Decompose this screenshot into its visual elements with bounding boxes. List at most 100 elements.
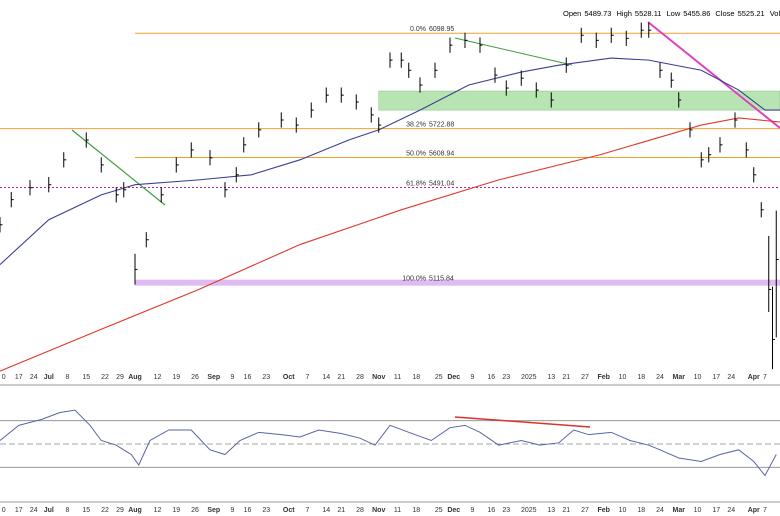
header-label: Low bbox=[666, 9, 680, 18]
x-tick-label: 8 bbox=[66, 507, 70, 514]
x-tick-label: Dec bbox=[447, 374, 460, 381]
header-label: Volum bbox=[770, 9, 780, 18]
x-tick-label: 10 bbox=[694, 374, 702, 381]
x-tick-label: Nov bbox=[372, 374, 385, 381]
x-tick-label: 13 bbox=[547, 374, 555, 381]
x-tick-label: 27 bbox=[581, 374, 589, 381]
x-tick-label: 24 bbox=[727, 507, 735, 514]
x-tick-label: 11 bbox=[394, 374, 401, 381]
rsi-line bbox=[0, 409, 777, 477]
fib-label: 50.0% bbox=[406, 150, 426, 157]
fib-value: 5722.88 bbox=[429, 121, 454, 128]
x-tick-label: 22 bbox=[101, 507, 109, 514]
x-tick-label: 16 bbox=[487, 374, 495, 381]
x-tick-label: 28 bbox=[356, 507, 364, 514]
x-tick-label: 24 bbox=[30, 374, 38, 381]
x-tick-label: 10 bbox=[619, 374, 627, 381]
trendline bbox=[454, 37, 573, 66]
x-tick-label: 23 bbox=[502, 507, 510, 514]
x-tick-label: 21 bbox=[562, 507, 570, 514]
x-tick-label: 17 bbox=[712, 507, 720, 514]
x-tick-label: 10 bbox=[619, 507, 627, 514]
trendline bbox=[647, 21, 780, 129]
x-tick-label: 9 bbox=[471, 507, 475, 514]
header-value: 5528.11 bbox=[635, 9, 662, 18]
x-tick-label: 14 bbox=[322, 507, 330, 514]
x-tick-label: Jul bbox=[44, 374, 54, 381]
x-tick-label: 12 bbox=[154, 374, 162, 381]
x-tick-label: 14 bbox=[322, 374, 330, 381]
x-tick-label: 25 bbox=[435, 507, 443, 514]
x-tick-label: 18 bbox=[637, 374, 645, 381]
x-tick-label: Oct bbox=[283, 374, 295, 381]
x-tick-label: 23 bbox=[262, 374, 270, 381]
x-tick-label: 23 bbox=[262, 507, 270, 514]
x-tick-label: Nov bbox=[372, 507, 385, 514]
x-tick-label: 15 bbox=[82, 507, 90, 514]
x-tick-label: 17 bbox=[712, 374, 720, 381]
fib-value: 6098.95 bbox=[429, 26, 454, 33]
x-tick-label: 7 bbox=[306, 374, 310, 381]
x-tick-label: Mar bbox=[673, 374, 686, 381]
fib-label: 100.0% bbox=[402, 275, 426, 282]
support-zone bbox=[378, 90, 780, 111]
x-tick-label: 0 bbox=[2, 374, 6, 381]
x-tick-label: 7 bbox=[763, 374, 767, 381]
header-label: Open bbox=[563, 9, 581, 18]
x-tick-label: 9 bbox=[231, 507, 235, 514]
x-tick-label: Jul bbox=[44, 507, 54, 514]
x-tick-label: 17 bbox=[15, 374, 23, 381]
x-tick-label: 29 bbox=[116, 374, 124, 381]
x-tick-label: 12 bbox=[154, 507, 162, 514]
x-tick-label: 8 bbox=[66, 374, 70, 381]
header-label: Close bbox=[715, 9, 734, 18]
header-value: 5455.86 bbox=[683, 9, 710, 18]
x-tick-label: 7 bbox=[306, 507, 310, 514]
fib-value: 5115.84 bbox=[429, 275, 454, 282]
x-tick-label: 21 bbox=[337, 374, 345, 381]
x-tick-label: 2025 bbox=[521, 374, 537, 381]
header-value: 5489.73 bbox=[584, 9, 611, 18]
x-tick-label: Sep bbox=[207, 374, 220, 381]
x-tick-label: 22 bbox=[101, 374, 109, 381]
x-tick-label: 16 bbox=[244, 374, 252, 381]
x-tick-label: Aug bbox=[128, 374, 142, 381]
x-tick-label: 23 bbox=[502, 374, 510, 381]
x-tick-label: 15 bbox=[82, 374, 90, 381]
fib-value: 5608.94 bbox=[429, 150, 454, 157]
x-tick-label: 25 bbox=[435, 374, 443, 381]
x-tick-label: 24 bbox=[727, 374, 735, 381]
x-tick-label: 18 bbox=[412, 507, 420, 514]
fib-label: 38.2% bbox=[406, 121, 426, 128]
x-tick-label: 28 bbox=[356, 374, 364, 381]
fib-label: 61.8% bbox=[406, 180, 426, 187]
moving-average bbox=[0, 117, 780, 372]
fib-band bbox=[135, 279, 780, 286]
moving-average bbox=[0, 57, 780, 266]
x-tick-label: 18 bbox=[637, 507, 645, 514]
x-tick-label: Dec bbox=[447, 507, 460, 514]
x-tick-label: 13 bbox=[547, 507, 555, 514]
x-tick-label: 26 bbox=[191, 374, 199, 381]
x-tick-label: 27 bbox=[581, 507, 589, 514]
x-tick-label: 18 bbox=[412, 374, 420, 381]
x-tick-label: 17 bbox=[15, 507, 23, 514]
x-tick-label: 11 bbox=[394, 507, 401, 514]
x-tick-label: 7 bbox=[763, 507, 767, 514]
trendline bbox=[71, 129, 166, 206]
x-tick-label: Aug bbox=[128, 507, 142, 514]
x-tick-label: Mar bbox=[673, 507, 686, 514]
x-tick-label: 21 bbox=[562, 374, 570, 381]
divergence-line bbox=[454, 416, 591, 428]
x-tick-label: 26 bbox=[191, 507, 199, 514]
x-tick-label: 24 bbox=[30, 507, 38, 514]
x-tick-label: 2025 bbox=[521, 507, 537, 514]
x-tick-label: 29 bbox=[116, 507, 124, 514]
x-tick-label: 0 bbox=[2, 507, 6, 514]
x-tick-label: 9 bbox=[471, 374, 475, 381]
x-tick-label: 21 bbox=[337, 507, 345, 514]
x-tick-label: 24 bbox=[656, 507, 664, 514]
x-tick-label: Oct bbox=[283, 507, 295, 514]
